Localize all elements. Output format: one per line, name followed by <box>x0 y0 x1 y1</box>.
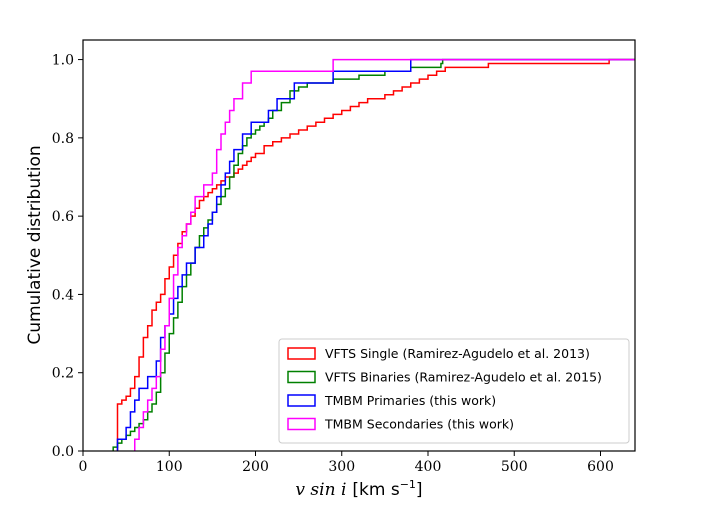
x-tick-label: 500 <box>501 459 528 475</box>
x-axis-label-units: [km s <box>352 480 399 500</box>
x-tick-label: 0 <box>79 459 88 475</box>
series-line-3 <box>116 58 635 451</box>
legend-label-4: TMBM Secondaries (this work) <box>324 417 514 432</box>
legend-swatch-3 <box>287 394 316 407</box>
x-tick-label: 600 <box>587 459 614 475</box>
legend: VFTS Single (Ramirez-Agudelo et al. 2013… <box>278 338 630 444</box>
x-tick-label: 400 <box>415 459 442 475</box>
legend-label-3: TMBM Primaries (this work) <box>324 393 496 408</box>
y-tick-label: 0.6 <box>52 209 74 225</box>
x-axis-label-math: v sin i <box>295 480 346 500</box>
legend-label-1: VFTS Single (Ramirez-Agudelo et al. 2013… <box>325 346 590 361</box>
legend-swatch-2 <box>287 370 316 384</box>
series-line-4 <box>134 58 635 451</box>
y-tick-label: 0.4 <box>52 287 74 303</box>
legend-label-2: VFTS Binaries (Ramirez-Agudelo et al. 20… <box>325 370 602 385</box>
y-axis-label: Cumulative distribution <box>25 145 45 344</box>
x-tick-label: 300 <box>328 459 355 475</box>
series-line-1 <box>116 58 635 451</box>
series-layer <box>112 58 635 451</box>
legend-items: VFTS Single (Ramirez-Agudelo et al. 2013… <box>287 346 602 432</box>
x-tick-label: 200 <box>242 459 269 475</box>
x-axis-label-exponent: −1 <box>400 478 416 491</box>
x-tick-label: 100 <box>156 459 183 475</box>
y-tick-label: 1.0 <box>52 53 74 69</box>
legend-box <box>278 338 630 444</box>
x-axis-label-units-close: ] <box>416 480 423 500</box>
plot-area-frame <box>82 39 636 452</box>
x-axis-ticks: 0 100 200 300 400 500 600 <box>79 451 614 475</box>
y-tick-label: 0.0 <box>52 444 74 460</box>
legend-swatch-4 <box>287 417 316 431</box>
y-axis-ticks: 0.0 0.2 0.4 0.6 0.8 1.0 <box>52 53 83 460</box>
x-axis-label: v sin i [km s−1] <box>295 478 422 500</box>
legend-swatch-1 <box>287 347 316 360</box>
y-tick-label: 0.8 <box>52 131 74 147</box>
y-tick-label: 0.2 <box>52 366 74 382</box>
